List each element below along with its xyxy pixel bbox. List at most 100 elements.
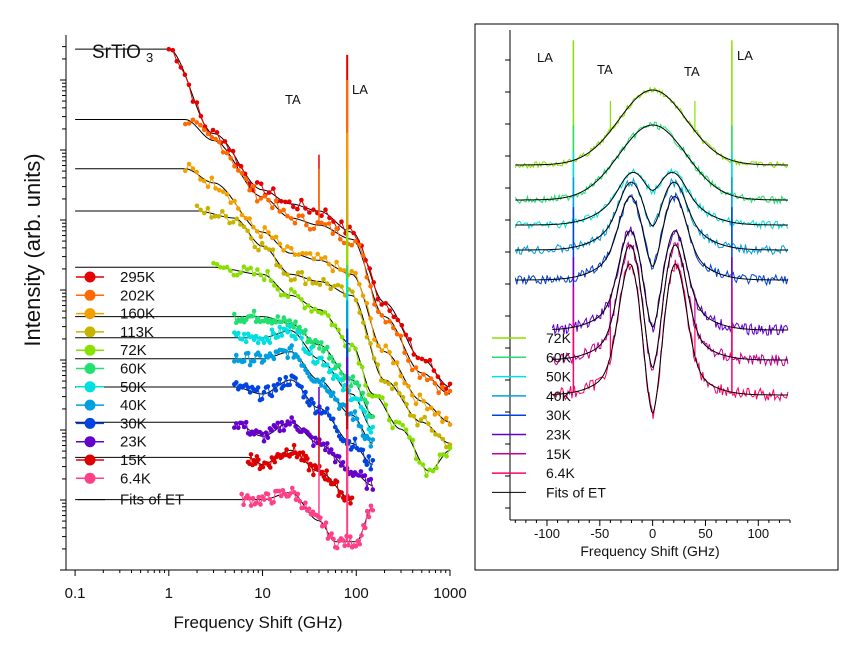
right-legend-label: 50K bbox=[546, 369, 572, 385]
left-series-line bbox=[213, 262, 451, 478]
right-series-6.4K bbox=[551, 259, 789, 419]
right-series-30K bbox=[514, 191, 789, 287]
left-series-line bbox=[185, 119, 451, 395]
left-series-line bbox=[241, 486, 374, 549]
right-legend-label: 23K bbox=[546, 427, 572, 443]
left-legend-label: 30K bbox=[120, 415, 147, 432]
left-series-line bbox=[168, 48, 451, 390]
left-series-line bbox=[233, 324, 374, 434]
right-x-tick-label: 0 bbox=[649, 526, 656, 541]
left-series-6.4K bbox=[239, 429, 376, 551]
right-fit-curve-40K bbox=[515, 181, 788, 251]
left-legend-label: 6.4K bbox=[120, 470, 151, 487]
left-chart: SrTiO 3 TA LA Intensity (arb. units) Fre… bbox=[20, 35, 467, 632]
right-series-72K bbox=[514, 86, 789, 170]
left-legend-marker bbox=[84, 308, 96, 320]
left-legend-marker bbox=[84, 344, 96, 356]
left-tick-marks bbox=[60, 46, 451, 576]
right-fit-curve-60K bbox=[515, 124, 788, 201]
right-data-series bbox=[514, 40, 789, 419]
left-fit-curve-40K bbox=[75, 351, 373, 444]
left-data-point bbox=[232, 359, 237, 364]
left-legend-marker bbox=[84, 399, 96, 411]
right-x-tick-label: -50 bbox=[590, 526, 609, 541]
left-legend-label: 295K bbox=[120, 269, 155, 286]
right-legend: 72K 60K 50K 40K 30K 23K 15K 6.4K Fits of ET bbox=[492, 330, 606, 500]
left-series-line bbox=[247, 445, 353, 506]
left-legend-label: 60K bbox=[120, 361, 147, 378]
left-fit-curve-50K bbox=[75, 330, 374, 430]
right-fit-curve-23K bbox=[552, 230, 788, 331]
right-x-tick-label: -100 bbox=[534, 526, 560, 541]
right-fit-curve-15K bbox=[552, 244, 788, 369]
left-legend-marker bbox=[84, 381, 96, 393]
left-fit-curve-15K bbox=[75, 449, 353, 501]
left-legend-marker bbox=[84, 472, 96, 484]
left-series-line bbox=[233, 309, 373, 418]
annotation-ta: TA bbox=[285, 92, 301, 107]
left-legend-marker bbox=[84, 363, 96, 374]
right-chart: LA TA TA LA Frequency Shift (GHz) -100 -5… bbox=[474, 23, 839, 571]
left-legend-marker bbox=[84, 271, 96, 283]
left-fit-curve-30K bbox=[75, 379, 373, 465]
left-series-72K bbox=[211, 230, 453, 479]
left-legend-fit-label: Fits of ET bbox=[120, 492, 184, 509]
left-x-tick-label: 1 bbox=[165, 585, 173, 602]
left-x-tick-label: 0.1 bbox=[65, 585, 86, 602]
left-series-30K bbox=[232, 328, 376, 472]
left-legend-marker bbox=[84, 417, 96, 429]
right-x-axis-label: Frequency Shift (GHz) bbox=[580, 543, 719, 559]
left-legend-label: 40K bbox=[120, 397, 147, 414]
right-tick-marks bbox=[505, 59, 791, 526]
right-legend-label: 60K bbox=[546, 349, 572, 365]
left-x-tick-labels: 0.1 1 10 100 1000 bbox=[65, 585, 467, 602]
right-annotation-la-left: LA bbox=[537, 50, 553, 65]
right-series-50K bbox=[514, 167, 789, 231]
left-data-point bbox=[447, 422, 453, 427]
annotation-la: LA bbox=[352, 82, 368, 97]
left-title: SrTiO bbox=[92, 42, 141, 63]
left-x-tick-label: 100 bbox=[344, 585, 369, 602]
right-legend-fit-label: Fits of ET bbox=[546, 484, 606, 500]
right-series-60K bbox=[514, 121, 789, 206]
left-series-line bbox=[233, 344, 374, 449]
right-annotation-la-right: LA bbox=[737, 48, 753, 63]
right-legend-label: 40K bbox=[546, 388, 572, 404]
left-legend-label: 72K bbox=[120, 342, 147, 359]
left-y-axis-label: Intensity (arb. units) bbox=[20, 153, 45, 346]
left-data-series bbox=[166, 46, 453, 551]
left-legend-label: 160K bbox=[120, 306, 155, 323]
right-x-tick-label: 100 bbox=[747, 526, 769, 541]
left-title-subscript: 3 bbox=[146, 50, 153, 65]
right-legend-label: 30K bbox=[546, 407, 572, 423]
left-series-line bbox=[233, 374, 374, 470]
left-x-tick-label: 10 bbox=[254, 585, 271, 602]
left-series-40K bbox=[232, 300, 376, 449]
left-series-line bbox=[233, 416, 374, 490]
right-annotation-ta-right: TA bbox=[684, 64, 700, 79]
left-legend-label: 23K bbox=[120, 434, 147, 451]
left-legend-label: 113K bbox=[120, 324, 154, 341]
left-legend-marker bbox=[84, 326, 96, 338]
right-x-tick-label: 50 bbox=[698, 526, 712, 541]
right-fit-curve-6.4K bbox=[552, 263, 788, 414]
right-legend-label: 72K bbox=[546, 330, 572, 346]
right-frame bbox=[474, 23, 839, 571]
left-legend-label: 202K bbox=[120, 287, 155, 304]
right-x-tick-labels: -100 -50 0 50 100 bbox=[534, 526, 769, 541]
left-legend-marker bbox=[84, 289, 96, 301]
left-series-line bbox=[196, 205, 451, 448]
left-data-point bbox=[232, 425, 237, 430]
left-legend-label: 15K bbox=[120, 452, 147, 469]
left-x-axis-label: Frequency Shift (GHz) bbox=[173, 613, 342, 632]
left-legend-label: 50K bbox=[120, 379, 147, 396]
right-fit-curve-72K bbox=[515, 89, 788, 166]
right-fit-curve-50K bbox=[515, 171, 788, 226]
right-legend-label: 6.4K bbox=[546, 465, 575, 481]
left-series-line bbox=[184, 163, 451, 425]
right-series-15K bbox=[551, 241, 789, 371]
right-annotation-ta-left: TA bbox=[597, 62, 613, 77]
left-x-tick-label: 1000 bbox=[433, 585, 466, 602]
right-fit-curves bbox=[515, 89, 788, 414]
